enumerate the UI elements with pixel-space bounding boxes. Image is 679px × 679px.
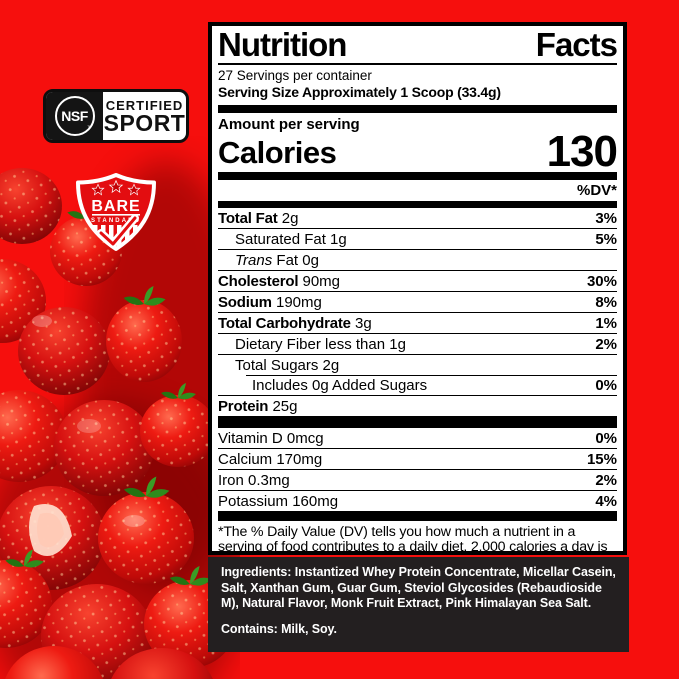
calories-label: Calories bbox=[218, 135, 337, 170]
calories-value: 130 bbox=[546, 127, 618, 176]
nutrient-dv: 0% bbox=[595, 429, 617, 447]
vitamin-row-vitamin-d: Vitamin D 0mcg 0% bbox=[218, 429, 617, 447]
nutrient-dv: 4% bbox=[595, 492, 617, 510]
nutrient-row-sodium: Sodium 190mg 8% bbox=[218, 291, 617, 312]
nsf-sport-text: SPORT bbox=[103, 109, 186, 136]
servings-per-container: 27 Servings per container bbox=[218, 68, 372, 83]
nutrient-dv: 5% bbox=[595, 230, 617, 248]
bare-standard-shield-icon: BARE STANDARD bbox=[76, 173, 156, 251]
ingredients-text: Ingredients: Instantized Whey Protein Co… bbox=[221, 565, 616, 610]
ingredients-panel: Ingredients: Instantized Whey Protein Co… bbox=[208, 557, 629, 652]
nutrient-dv: 15% bbox=[586, 450, 617, 468]
nutrient-dv: 2% bbox=[595, 335, 617, 353]
vitamin-row-potassium: Potassium 160mg 4% bbox=[218, 490, 617, 511]
bare-text: BARE bbox=[91, 198, 140, 215]
divider-bar bbox=[218, 416, 617, 428]
trademark-symbol: ™ bbox=[87, 125, 92, 131]
nsf-certified-sport-badge: NSF ™ CERTIFIED SPORT bbox=[43, 89, 189, 143]
nutrition-facts-panel: Nutrition Facts 27 Servings per containe… bbox=[208, 22, 627, 555]
divider-bar bbox=[218, 511, 617, 521]
nutrient-row-total-carbohydrate: Total Carbohydrate 3g 1% bbox=[218, 312, 617, 333]
nutrient-row-protein: Protein 25g bbox=[218, 395, 617, 416]
nutrient-dv: 8% bbox=[595, 293, 617, 311]
serving-size: Serving Size Approximately 1 Scoop (33.4… bbox=[218, 84, 501, 100]
daily-value-header: %DV* bbox=[576, 182, 617, 199]
nsf-certified-text: CERTIFIED bbox=[105, 97, 184, 113]
strawberries-photo bbox=[0, 161, 240, 679]
nutrient-dv: 3% bbox=[595, 209, 617, 227]
nutrient-dv: 2% bbox=[595, 471, 617, 489]
nutrient-row-total-fat: Total Fat 2g 3% bbox=[218, 209, 617, 227]
nutrient-dv: 30% bbox=[586, 272, 617, 290]
divider-bar bbox=[218, 172, 617, 180]
nutrient-row-cholesterol: Cholesterol 90mg 30% bbox=[218, 270, 617, 291]
standard-text: STANDARD bbox=[91, 218, 141, 224]
nutrient-row-trans-fat: Trans Fat 0g bbox=[218, 249, 617, 270]
divider-bar bbox=[218, 105, 617, 113]
nutrition-facts-title: Nutrition Facts bbox=[218, 26, 618, 65]
vitamin-row-iron: Iron 0.3mg 2% bbox=[218, 469, 617, 490]
amount-per-serving-label: Amount per serving bbox=[218, 116, 360, 133]
nutrient-dv: 0% bbox=[595, 376, 617, 394]
contains-text: Contains: Milk, Soy. bbox=[221, 621, 337, 636]
nsf-acronym: NSF bbox=[61, 108, 88, 124]
nutrient-row-total-sugars: Total Sugars 2g bbox=[218, 354, 617, 375]
nutrient-row-dietary-fiber: Dietary Fiber less than 1g 2% bbox=[218, 333, 617, 354]
vitamin-row-calcium: Calcium 170mg 15% bbox=[218, 448, 617, 469]
nsf-logo-icon: NSF ™ bbox=[46, 92, 103, 140]
nutrient-row-added-sugars: Includes 0g Added Sugars 0% bbox=[218, 375, 617, 395]
nutrient-row-saturated-fat: Saturated Fat 1g 5% bbox=[218, 228, 617, 249]
divider-bar bbox=[218, 201, 617, 208]
nutrient-dv: 1% bbox=[595, 314, 617, 332]
daily-value-footnote: *The % Daily Value (DV) tells you how mu… bbox=[218, 524, 608, 555]
